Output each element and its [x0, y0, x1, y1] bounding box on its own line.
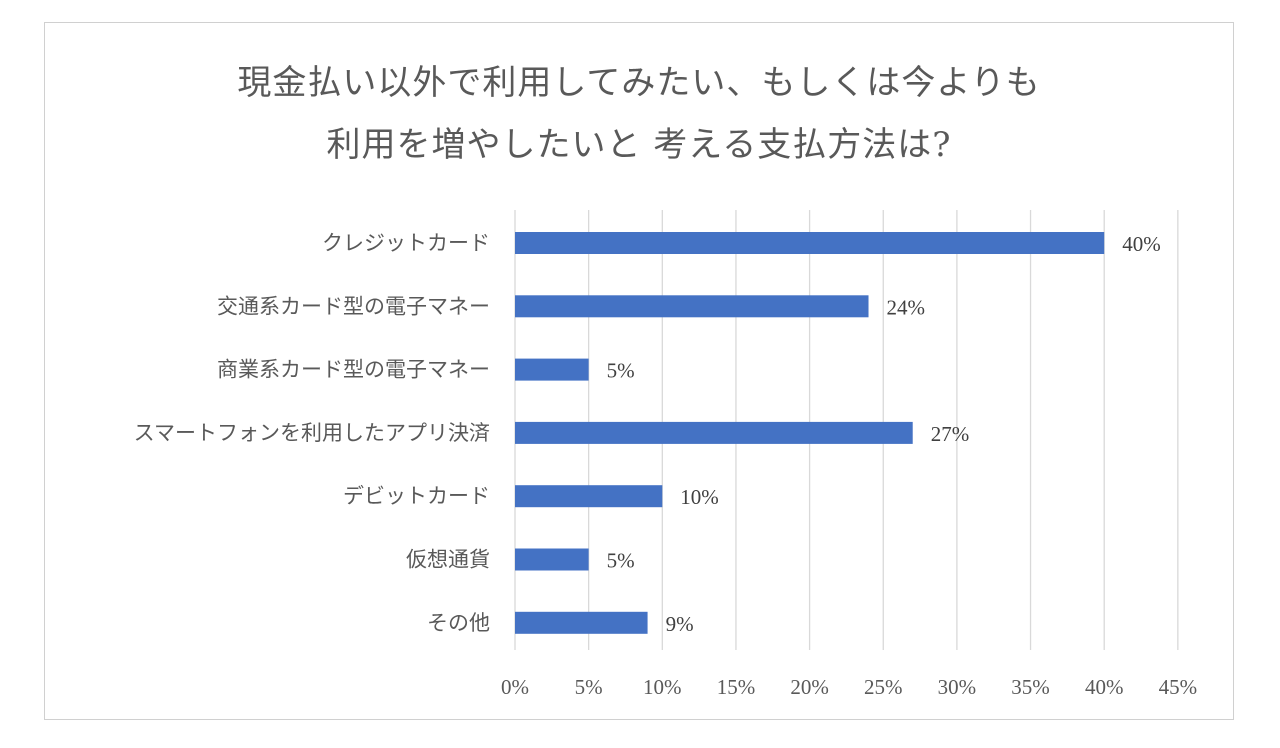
- data-label: 9%: [666, 612, 694, 636]
- data-label: 5%: [607, 359, 635, 383]
- x-tick-label: 25%: [864, 675, 903, 699]
- bar: [515, 485, 663, 508]
- category-label: その他: [427, 611, 490, 635]
- category-labels: クレジットカード交通系カード型の電子マネー商業系カード型の電子マネースマートフォ…: [134, 231, 490, 635]
- category-label: 仮想通貨: [406, 548, 490, 572]
- bar: [515, 611, 648, 634]
- x-tick-label: 0%: [501, 675, 529, 699]
- x-tick-label: 5%: [575, 675, 603, 699]
- x-tick-label: 20%: [790, 675, 829, 699]
- data-label: 10%: [680, 485, 719, 509]
- data-label: 40%: [1122, 232, 1161, 256]
- x-tick-label: 40%: [1085, 675, 1124, 699]
- bar: [515, 295, 869, 318]
- data-label: 27%: [931, 422, 970, 446]
- chart-title: 現金払い以外で利用してみたい、もしくは今よりも 利用を増やしたいと 考える支払方…: [44, 52, 1234, 176]
- data-labels: 40% 24% 5% 27% 10% 5% 9%: [607, 232, 1161, 636]
- bar: [515, 548, 589, 571]
- x-tick-label: 45%: [1159, 675, 1198, 699]
- chart-title-line-1: 現金払い以外で利用してみたい、もしくは今よりも: [237, 63, 1041, 103]
- data-label: 24%: [887, 295, 926, 319]
- category-label: デビットカード: [343, 484, 490, 508]
- bar: [515, 232, 1105, 254]
- x-tick-label: 30%: [938, 675, 977, 699]
- data-label: 5%: [607, 549, 635, 573]
- x-axis-tick-labels: 0% 5% 10% 15% 20% 25% 30% 35% 40% 45%: [501, 675, 1197, 699]
- x-tick-label: 35%: [1011, 675, 1050, 699]
- bar: [515, 421, 913, 444]
- x-tick-label: 10%: [643, 675, 682, 699]
- bar: [515, 358, 589, 381]
- bars: [515, 232, 1105, 634]
- chart-frame: [44, 22, 1234, 720]
- category-label: クレジットカード: [322, 231, 490, 255]
- category-label: スマートフォンを利用したアプリ決済: [134, 421, 490, 445]
- category-label: 商業系カード型の電子マネー: [217, 358, 490, 382]
- category-label: 交通系カード型の電子マネー: [217, 294, 490, 318]
- chart-title-line-2: 利用を増やしたいと 考える支払方法は?: [326, 125, 952, 165]
- x-tick-label: 15%: [717, 675, 756, 699]
